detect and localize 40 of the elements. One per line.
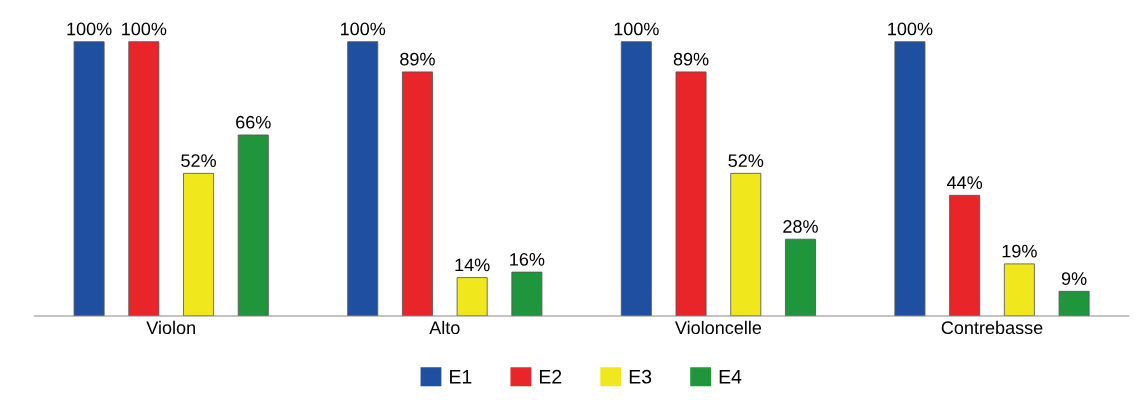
bar <box>894 41 926 316</box>
data-label: 89% <box>400 52 435 66</box>
bar <box>401 71 433 316</box>
bar <box>183 172 215 316</box>
bar <box>730 172 762 316</box>
bar <box>785 238 816 316</box>
bar <box>511 271 543 316</box>
bar <box>73 41 105 316</box>
data-label: 16% <box>510 252 545 266</box>
data-label: 19% <box>1002 244 1037 258</box>
data-label: 100% <box>614 22 659 36</box>
data-label: 66% <box>236 115 271 129</box>
data-label: 52% <box>728 154 764 168</box>
legend-label: E3 <box>629 369 652 384</box>
bar <box>237 134 269 316</box>
data-label: 100% <box>67 22 112 36</box>
legend-label: E4 <box>719 370 742 384</box>
bar <box>128 41 160 316</box>
x-tick-label: Violon <box>146 320 195 335</box>
bar <box>949 194 981 316</box>
x-tick-label: Contrebasse <box>941 320 1043 335</box>
bar <box>1003 263 1035 316</box>
data-label: 14% <box>455 258 490 272</box>
bar <box>456 277 488 316</box>
data-label: 9% <box>1061 272 1087 285</box>
data-label: 100% <box>122 22 167 36</box>
data-label: 100% <box>888 22 933 36</box>
legend-label: E2 <box>539 369 562 384</box>
x-tick-label: Alto <box>429 320 460 335</box>
data-label: 100% <box>341 22 386 36</box>
bar <box>1058 290 1090 316</box>
bar <box>675 71 707 316</box>
legend-label: E1 <box>450 370 472 384</box>
data-label: 44% <box>946 176 983 189</box>
bar <box>620 41 652 316</box>
bar <box>347 41 379 316</box>
data-label: 52% <box>181 154 216 168</box>
data-label: 28% <box>783 220 818 233</box>
data-label: 89% <box>673 52 709 66</box>
x-tick-label: Violoncelle <box>674 320 762 335</box>
